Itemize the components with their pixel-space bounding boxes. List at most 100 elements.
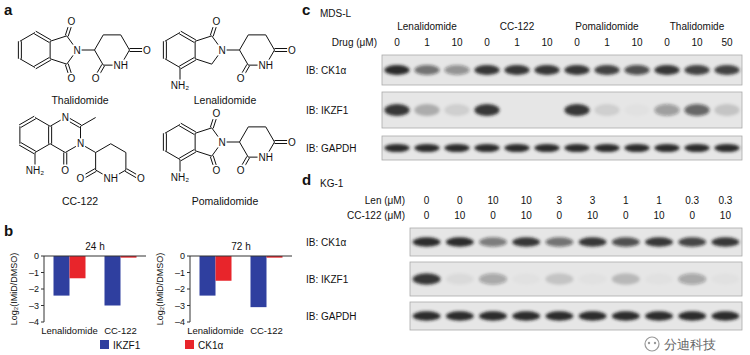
atom-mask [136,173,146,184]
bond [111,144,126,153]
bond [36,60,51,69]
bond [96,144,111,153]
dose-label: Drug (μM) [332,37,377,48]
tick-label: –1 [29,268,39,278]
atom-mask [211,165,221,176]
blot: IB: CK1α [306,228,742,256]
dose: 1 [424,37,430,48]
bond [20,59,35,68]
bond [21,41,22,59]
bond [195,151,212,156]
bond [166,133,167,151]
band [678,273,706,285]
bond [48,126,49,144]
watermark-text: 分迪科技 [664,337,716,352]
atom-label: N [77,138,84,149]
band [504,104,529,116]
tick-label: –1 [175,268,185,278]
atom-label: NH [259,152,273,163]
band [714,144,739,152]
drug-name: Thalidomide [670,21,725,32]
molecule-name: CC-122 [62,195,98,207]
molecule-name: Lenalidomide [194,94,257,106]
tick-label: –4 [175,317,185,327]
atom-label: N [218,45,225,56]
bar: CK1α [70,256,86,278]
atom-mask [258,60,274,71]
band [384,144,409,152]
band [446,237,474,247]
atom-label: NH₂ [171,80,189,91]
axis-title: Log₂(IMiD/DMSO) [9,253,19,326]
atom-mask [236,73,246,84]
atom-mask [76,138,85,149]
band [594,104,619,116]
atom-label: NH₂ [26,165,44,176]
atom-label: O [67,73,75,84]
band [414,144,439,152]
band [545,311,573,321]
band [414,65,439,75]
dose: 0 [689,210,695,221]
atom-label: O [77,173,85,184]
dose: 0 [484,37,490,48]
atom-label: O [212,165,220,176]
bar: IKZF1 [251,256,267,307]
tick-label: –2 [175,284,185,294]
category-label: Lenalidomide [187,325,244,336]
dose: 0.3 [718,195,732,206]
bond [266,127,275,142]
chart: 24 hLog₂(IMiD/DMSO)0–1–2–3–4IKZF1IKZF1CK… [9,241,146,336]
atom-mask [211,16,221,27]
band [504,144,529,152]
band [711,273,739,285]
dose: 10 [521,210,533,221]
band [564,104,589,116]
watermark-icon [645,337,659,351]
tick-label: –3 [29,301,39,311]
category-label: CC-122 [250,325,283,336]
cell-line: KG-1 [320,178,344,189]
bond [35,118,50,127]
atom-mask [170,80,190,91]
band [512,237,540,247]
bond [19,116,34,125]
bond [240,127,249,142]
band [564,144,589,152]
dose: 3 [557,195,563,206]
band [479,273,507,285]
blot-label: IB: GAPDH [306,143,357,154]
atom-mask [72,45,81,56]
band [545,273,573,285]
atom-mask [142,45,152,56]
chart-title: 72 h [231,241,250,252]
atom-mask [61,112,70,123]
band [714,104,739,116]
tick-label: –2 [29,284,39,294]
band [579,311,607,321]
panel-label: a [4,1,13,18]
atom-mask [287,137,297,148]
band [474,65,499,75]
atom-label: O [288,137,296,148]
legend-swatch [100,340,109,349]
bond [18,41,19,59]
bond [181,123,196,132]
treatment-label: Len (μM) [365,195,405,206]
bond [181,60,196,69]
band [474,144,499,152]
atom-mask [287,45,297,56]
bond [195,36,212,41]
dose: 0 [557,210,563,221]
dose: 10 [653,210,665,221]
band [384,104,409,116]
band [564,65,589,75]
molecule: OONOONH [18,16,152,84]
band [624,65,649,75]
drug-name: Pomalidomide [575,21,639,32]
atom-mask [170,172,190,183]
bond [240,50,249,65]
atom-label: NH [259,60,273,71]
band [645,237,673,247]
chart: 72 hLog₂(IMiD/DMSO)0–1–2–3–4IKZF1IKZF1CK… [155,241,292,336]
